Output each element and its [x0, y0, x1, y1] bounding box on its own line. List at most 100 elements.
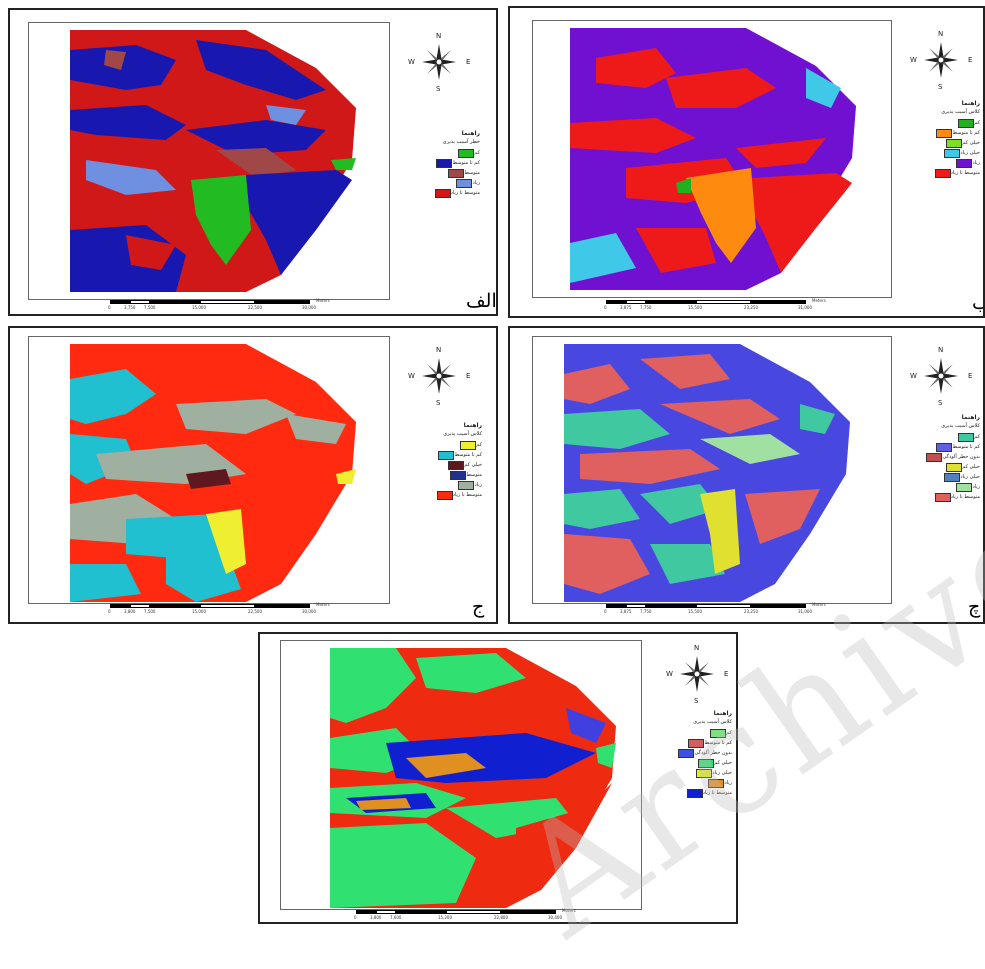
legend-subtitle: خطر آسیب پذیری	[442, 139, 480, 145]
legend-title: راهنما	[961, 414, 980, 421]
legend-item: کم تا متوسط	[896, 442, 980, 452]
compass-s: S	[938, 83, 943, 91]
map-panel-jim: N S W E راهنما کلاس آسیب پذیری کم کم تا …	[8, 326, 498, 624]
compass-n: N	[938, 346, 944, 354]
scale-bar: 0 3,800 7,500 15,000 22,500 30,000 Meter…	[108, 602, 330, 614]
compass-n: N	[938, 30, 944, 38]
legend-swatch	[678, 748, 695, 758]
legend-item: خیلی کم	[398, 460, 482, 470]
legend-item: متوسط تا زیاد	[398, 188, 480, 198]
legend-swatch	[436, 158, 453, 168]
legend-title: راهنما	[713, 710, 732, 717]
vulnerability-map	[70, 344, 356, 602]
map-legend: راهنما خطر آسیب پذیری کم کم تا متوسط متو…	[398, 130, 480, 198]
map-panel-che: N S W E راهنما کلاس آسیب پذیری کم کم تا …	[508, 326, 985, 624]
legend-item: زیاد	[896, 482, 980, 492]
compass-w: W	[408, 58, 415, 66]
map-panel-alef: N S W E راهنما خطر آسیب پذیری کم کم تا م…	[8, 8, 498, 316]
legend-swatch	[456, 178, 473, 188]
north-arrow-icon	[422, 358, 456, 394]
map-panel-be: N S W E راهنما کلاس آسیب پذیری کم کم تا …	[508, 6, 985, 318]
north-arrow-icon	[422, 44, 456, 80]
legend-title: راهنما	[461, 130, 480, 137]
map-legend: راهنما کلاس آسیب پذیری کم کم تا متوسط بد…	[648, 710, 732, 798]
compass-n: N	[436, 346, 442, 354]
compass-e: E	[466, 58, 471, 66]
legend-item: متوسط	[398, 168, 480, 178]
legend-swatch	[448, 460, 465, 470]
legend-item: کم تا متوسط	[896, 128, 980, 138]
legend-swatch	[710, 728, 727, 738]
compass-w: W	[910, 56, 917, 64]
scale-bar: 0 3,875 7,750 15,500 23,250 31,000 Meter…	[604, 602, 826, 614]
legend-item: زیاد	[648, 778, 732, 788]
legend-item: بدون خطر آلودگی	[648, 748, 732, 758]
legend-swatch	[458, 148, 475, 158]
legend-item: خیلی زیاد	[896, 148, 980, 158]
map-frame	[28, 336, 390, 604]
legend-swatch	[944, 148, 961, 158]
legend-swatch	[438, 450, 455, 460]
legend-title: راهنما	[961, 100, 980, 107]
compass-s: S	[694, 697, 699, 705]
compass-w: W	[408, 372, 415, 380]
legend-item: کم	[398, 148, 480, 158]
map-frame	[532, 20, 892, 298]
compass-w: W	[910, 372, 917, 380]
legend-swatch	[688, 738, 705, 748]
legend-item: کم تا متوسط	[398, 450, 482, 460]
legend-item: کم	[648, 728, 732, 738]
legend-item: زیاد	[896, 158, 980, 168]
map-legend: راهنما کلاس آسیب پذیری کم کم تا متوسط بد…	[896, 414, 980, 502]
legend-item: زیاد	[398, 178, 480, 188]
scale-bar: 0 3,750 7,500 15,000 22,500 30,000 Meter…	[108, 298, 330, 310]
vulnerability-map	[570, 28, 856, 290]
legend-item: خیلی کم	[896, 138, 980, 148]
legend-swatch	[958, 432, 975, 442]
legend-item: خیلی کم	[896, 462, 980, 472]
vulnerability-map	[564, 344, 850, 602]
compass-e: E	[968, 372, 973, 380]
legend-swatch	[926, 452, 943, 462]
legend-swatch	[936, 442, 953, 452]
legend-swatch	[944, 472, 961, 482]
panel-label: ب	[972, 292, 983, 314]
legend-item: متوسط تا زیاد	[398, 490, 482, 500]
map-frame	[280, 640, 642, 910]
legend-item: خیلی زیاد	[896, 472, 980, 482]
compass-n: N	[436, 32, 442, 40]
legend-item: متوسط تا زیاد	[896, 168, 980, 178]
legend-item: متوسط تا زیاد	[896, 492, 980, 502]
legend-item: کم تا متوسط	[398, 158, 480, 168]
panel-label: الف	[466, 290, 497, 312]
legend-item: کم	[398, 440, 482, 450]
legend-item: کم	[896, 432, 980, 442]
map-legend: راهنما کلاس آسیب پذیری کم کم تا متوسط خی…	[398, 422, 482, 500]
north-arrow-icon	[924, 358, 958, 394]
legend-item: خیلی کم	[648, 758, 732, 768]
compass-e: E	[968, 56, 973, 64]
legend-title: راهنما	[463, 422, 482, 429]
legend-swatch	[956, 158, 973, 168]
legend-subtitle: کلاس آسیب پذیری	[941, 423, 980, 429]
compass-s: S	[436, 85, 441, 93]
map-frame	[532, 336, 892, 604]
legend-swatch	[958, 118, 975, 128]
legend-swatch	[934, 492, 951, 502]
legend-item: متوسط	[398, 470, 482, 480]
vulnerability-map	[330, 648, 616, 908]
legend-item: کم	[896, 118, 980, 128]
legend-swatch	[956, 482, 973, 492]
legend-swatch	[934, 168, 951, 178]
compass-s: S	[938, 399, 943, 407]
compass-w: W	[666, 670, 673, 678]
compass-s: S	[436, 399, 441, 407]
legend-item: زیاد	[398, 480, 482, 490]
legend-subtitle: کلاس آسیب پذیری	[941, 109, 980, 115]
compass-n: N	[694, 644, 700, 652]
legend-swatch	[936, 128, 953, 138]
scale-bar: 0 3,800 7,600 15,200 22,800 30,400 Meter…	[354, 908, 576, 920]
panel-label: چ	[968, 596, 981, 618]
compass-e: E	[724, 670, 729, 678]
legend-subtitle: کلاس آسیب پذیری	[693, 719, 732, 725]
